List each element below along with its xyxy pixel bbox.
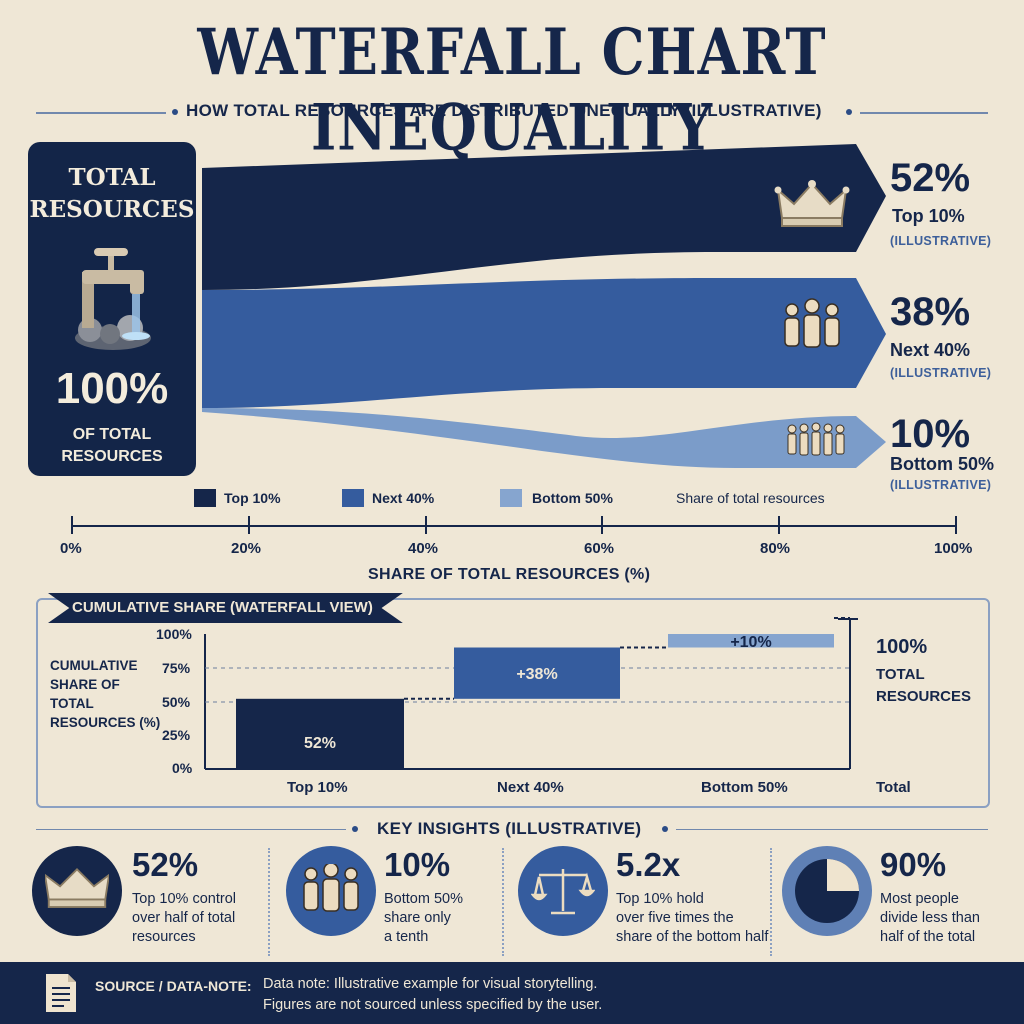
legend-swatch-top-10: [194, 489, 216, 507]
waterfall-total-label: TOTAL RESOURCES: [876, 666, 972, 705]
subtitle-bullet-right: [846, 109, 852, 115]
axis-tick-label-40: 40%: [408, 540, 439, 557]
insights-rule-left: [36, 829, 346, 830]
flow-label-next-40-note: (ILLUSTRATIVE): [890, 366, 992, 380]
insight-1-text: Top 10% control over half of total resou…: [132, 891, 236, 945]
insight-3-badge: [518, 846, 608, 936]
subtitle-bullet-left: [172, 109, 178, 115]
insight-2-value: 10%: [384, 846, 451, 883]
legend-swatch-next-40: [342, 489, 364, 507]
insight-1-value: 52%: [132, 846, 199, 883]
waterfall-cat-next-40: Next 40%: [497, 779, 564, 796]
total-panel-sub: OF TOTAL RESOURCES: [61, 426, 163, 465]
title-rule-right: [860, 112, 988, 114]
waterfall-cat-bottom-50: Bottom 50%: [701, 779, 788, 796]
waterfall-cat-total: Total: [876, 779, 911, 796]
waterfall-panel: [36, 598, 990, 808]
flow-band-top-10: [202, 144, 886, 290]
flow-band-next-40: [202, 278, 886, 408]
insights-rule-right: [676, 829, 988, 830]
crown-icon: [45, 868, 109, 908]
three-people-icon: [303, 864, 359, 912]
insight-divider-3: [770, 848, 772, 956]
total-resources-panel: TOTAL RESOURCES 100% OF TOTAL RESOURCES: [28, 142, 196, 476]
insight-4-text: Most people divide less than half of the…: [880, 891, 980, 945]
insights-bullet-right: [662, 826, 668, 832]
waterfall-ytick-25: 25%: [162, 727, 191, 743]
subtitle: HOW TOTAL RESOURCES ARE DISTRIBUTED UNEQ…: [186, 101, 822, 120]
axis-tick-label-0: 0%: [60, 540, 82, 557]
insights-title: KEY INSIGHTS (ILLUSTRATIVE): [377, 819, 642, 838]
share-axis: [71, 516, 957, 534]
footer-line-1: Data note: Illustrative example for visu…: [263, 976, 598, 992]
crowd-icon: [787, 422, 845, 456]
title-rule-left: [36, 112, 166, 114]
flow-label-next-40-pct: 38%: [890, 290, 971, 334]
legend-label-next-40: Next 40%: [372, 490, 435, 506]
waterfall-banner: CUMULATIVE SHARE (WATERFALL VIEW): [48, 593, 403, 623]
axis-title: SHARE OF TOTAL RESOURCES (%): [368, 566, 651, 583]
insight-4-value: 90%: [880, 846, 947, 883]
legend-label-top-10: Top 10%: [224, 490, 281, 506]
waterfall-ytick-0: 0%: [172, 760, 193, 776]
total-panel-title: TOTAL RESOURCES: [29, 164, 195, 223]
waterfall-total-value: 100%: [876, 636, 928, 658]
document-icon: [46, 974, 76, 1012]
waterfall-ytick-75: 75%: [162, 660, 191, 676]
footer-line-2: Figures are not sourced unless specified…: [263, 997, 603, 1013]
flow-label-bottom-50-note: (ILLUSTRATIVE): [890, 478, 992, 492]
pie-chart-icon: [795, 859, 859, 923]
flow-label-top-10-pct: 52%: [890, 156, 971, 200]
flow-label-next-40-name: Next 40%: [890, 340, 971, 360]
footer-label: SOURCE / DATA-NOTE:: [95, 978, 252, 994]
insight-3-value: 5.2x: [616, 846, 681, 883]
flow-label-top-10-note: (ILLUSTRATIVE): [890, 234, 992, 248]
three-people-icon: [784, 298, 840, 348]
insight-2-text: Bottom 50% share only a tenth: [384, 891, 463, 945]
footer: SOURCE / DATA-NOTE: Data note: Illustrat…: [0, 962, 1024, 1024]
flow-label-top-10-name: Top 10%: [892, 206, 965, 226]
waterfall-y-label: CUMULATIVE SHARE OF TOTAL RESOURCES (%): [50, 658, 161, 730]
insight-3-text: Top 10% hold over five times the share o…: [616, 891, 769, 945]
legend-note: Share of total resources: [676, 490, 825, 506]
axis-tick-label-20: 20%: [231, 540, 262, 557]
total-panel-value: 100%: [55, 364, 169, 413]
legend-swatch-bottom-50: [500, 489, 522, 507]
flow-label-bottom-50-pct: 10%: [890, 412, 971, 456]
crown-icon: [774, 180, 850, 227]
pie-chart-slice: [827, 859, 859, 891]
balance-scale-icon: [531, 869, 595, 915]
faucet-icon: [75, 248, 151, 350]
waterfall-cat-top-10: Top 10%: [287, 779, 348, 796]
legend-label-bottom-50: Bottom 50%: [532, 490, 613, 506]
insights-bullet-left: [352, 826, 358, 832]
insight-1-badge: [32, 846, 122, 936]
waterfall-ytick-100: 100%: [156, 626, 192, 642]
insight-divider-2: [502, 848, 504, 956]
insight-4-badge: [782, 846, 872, 936]
insight-2-badge: [286, 846, 376, 936]
flow-band-bottom-50: [202, 408, 886, 468]
page-title: WATERFALL CHART INEQUALITY: [197, 14, 827, 166]
axis-tick-label-100: 100%: [934, 540, 973, 557]
axis-tick-label-80: 80%: [760, 540, 791, 557]
insight-divider-1: [268, 848, 270, 956]
axis-tick-label-60: 60%: [584, 540, 615, 557]
flow-bands: [202, 144, 886, 468]
flow-label-bottom-50-name: Bottom 50%: [890, 454, 995, 474]
waterfall-ytick-50: 50%: [162, 694, 191, 710]
